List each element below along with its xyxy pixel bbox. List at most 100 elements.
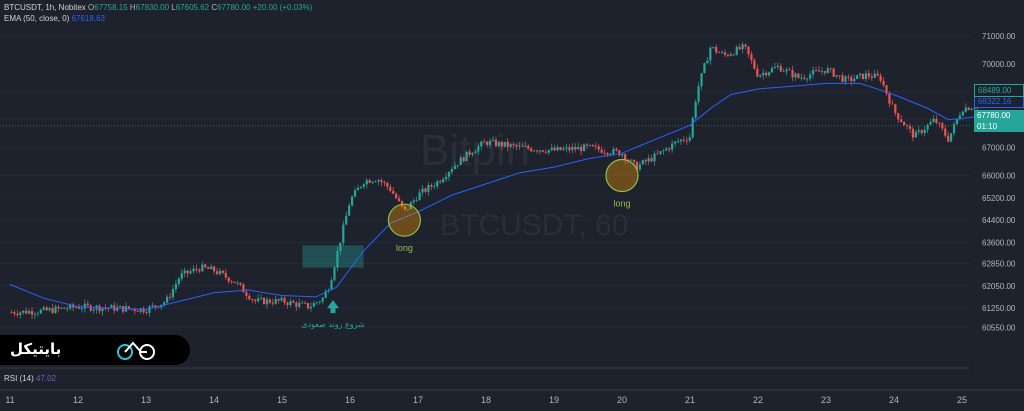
y-tick-label: 65200.00 [982,194,1016,203]
candle-body [289,301,292,305]
x-tick-label: 15 [277,395,287,405]
candle-body [853,79,856,82]
candle-body [207,267,210,270]
candle-body [168,296,172,298]
candle-body [333,267,336,281]
candle-body [447,172,451,177]
candle-body [621,154,624,156]
candle-body [474,151,477,154]
candle-body [650,158,653,162]
candle-body [204,264,207,268]
candle-body [870,76,873,78]
candle-body [767,72,771,76]
candle-body [362,184,365,187]
candle-body [224,272,227,278]
x-tick-label: 11 [5,395,14,405]
candle-body [89,305,92,311]
candle-body [386,182,389,187]
x-tick-label: 17 [413,395,423,405]
candle-body [961,111,964,116]
candle-body [116,307,119,311]
rsi-legend[interactable]: RSI (14) 47.02 [4,374,56,383]
candle-body [33,314,37,315]
candle-body [844,76,847,82]
y-tick-label: 61250.00 [982,304,1016,313]
y-tick-label: 60550.00 [982,324,1016,333]
candle-body [165,296,169,303]
candle-body [700,73,703,87]
candle-body [415,200,418,201]
symbol-legend[interactable]: BTCUSDT, 1h, Nobitex O67758.15 H67830.00… [4,3,313,12]
candle-body [230,281,233,283]
candle-body [395,193,398,199]
candle-body [832,68,835,77]
candle-body [16,313,19,316]
candle-body [958,115,962,120]
candle-body [245,292,248,296]
x-axis[interactable]: 11 12 13 14 15 16 17 18 19 20 21 22 23 24 25 [5,395,967,405]
rsi-value: 47.02 [36,374,57,383]
long-signal-circle [605,158,639,193]
candle-body [903,122,906,126]
candle-body [468,151,471,155]
candle-body [186,270,189,274]
candle-body [456,165,459,166]
candle-body [212,266,216,272]
ema-legend[interactable]: EMA (50, close, 0) 67618.63 [4,14,105,23]
candle-body [339,242,342,252]
y-tick-label: 62050.00 [982,282,1016,291]
candle-body [762,72,765,76]
low-value: 67605.62 [175,3,210,12]
candle-body [36,313,39,315]
candle-body [929,122,932,125]
candle-body [524,145,527,147]
candle-body [174,283,178,290]
candle-body [644,160,647,162]
candle-body [888,93,891,104]
candle-body [157,306,160,308]
candle-body [594,146,597,148]
candle-body [330,280,333,291]
candle-body [841,75,844,82]
candle-body [838,75,841,76]
candle-body [908,126,912,129]
candle-body [952,124,956,134]
x-tick-label: 18 [481,395,491,405]
candle-body [154,305,157,307]
x-tick-label: 20 [617,395,627,405]
candle-body [697,86,700,102]
candle-body [797,73,800,78]
x-tick-label: 14 [209,395,219,405]
candle-body [794,73,797,78]
candle-body [10,312,13,314]
candle-body [935,118,938,123]
uptrend-arrow-icon [327,300,339,314]
candle-body [383,182,386,183]
y-tick-label: 70000.00 [982,60,1016,69]
candle-body [720,52,724,54]
last-price-tag: 67780.00 [974,110,1024,121]
candle-body [136,311,139,312]
ema-label: EMA (50, close, 0) [4,14,70,23]
candle-body [406,209,409,210]
candle-body [905,125,909,127]
candle-body [744,44,747,47]
candle-body [318,301,321,303]
candle-body [368,180,371,183]
rsi-label: RSI (14) [4,374,34,383]
candle-body [527,145,530,149]
candle-body [726,54,730,56]
candle-body [900,119,903,123]
candle-body [659,151,662,154]
candle-body [221,270,224,273]
candle-body [671,143,674,150]
x-tick-label: 25 [957,395,967,405]
candle-body [885,85,888,94]
candle-body [606,152,609,155]
candle-body [512,144,515,146]
candle-body [776,65,779,68]
candle-body [239,282,242,285]
candle-body [286,302,289,305]
candle-body [753,60,756,69]
candle-body [210,266,213,270]
